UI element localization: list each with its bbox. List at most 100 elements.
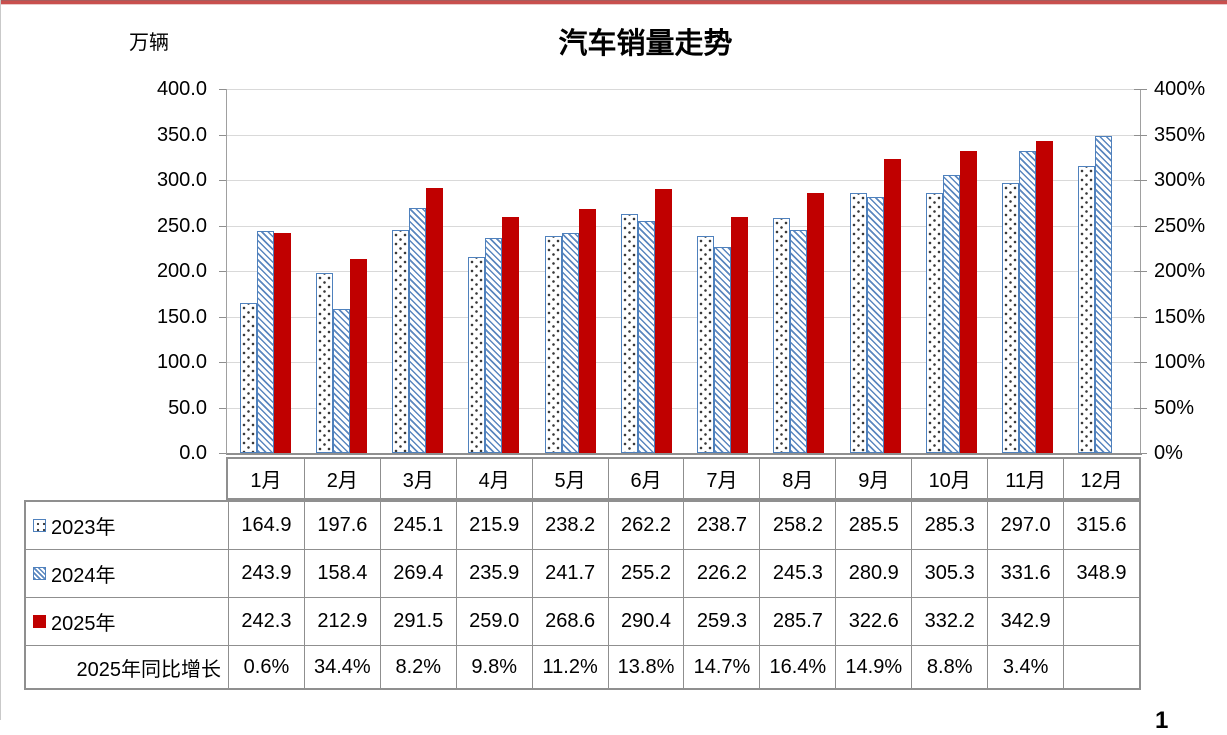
bar-2025年-11月 <box>1036 140 1054 453</box>
gridline <box>227 271 1140 272</box>
right-axis-tick <box>1134 453 1147 454</box>
gridline <box>227 317 1140 318</box>
right-axis-tick-label: 0% <box>1154 442 1183 464</box>
bar-2023年-5月 <box>544 236 562 453</box>
right-axis-tick <box>1134 226 1147 227</box>
table-value-cell: 269.4 <box>379 550 456 597</box>
right-axis-tick-label: 250% <box>1154 215 1206 237</box>
legend-key-solid-icon <box>33 615 46 628</box>
left-axis-tick <box>219 362 226 363</box>
series-name: 2024年 <box>51 565 116 587</box>
table-value-cell: 226.2 <box>683 550 759 597</box>
bar-2024年-10月 <box>942 175 960 453</box>
table-value-cell: 305.3 <box>911 550 987 597</box>
gridline <box>227 362 1140 363</box>
table-value-cell <box>1063 598 1139 645</box>
table-value-cell: 13.8% <box>607 646 684 688</box>
right-axis-tick <box>1134 408 1147 409</box>
bar-2024年-5月 <box>561 233 579 453</box>
gridline <box>227 226 1140 227</box>
bar-2024年-3月 <box>409 207 427 453</box>
bar-2023年-7月 <box>697 235 715 453</box>
bar-2023年-1月 <box>239 302 257 453</box>
bar-2023年-2月 <box>315 273 333 453</box>
table-value-cell: 285.5 <box>835 502 911 549</box>
table-value-cell: 322.6 <box>835 598 911 645</box>
left-axis-tick <box>219 271 226 272</box>
table-value-cell: 14.9% <box>835 646 911 688</box>
top-accent-line <box>1 0 1227 5</box>
table-value-cell: 14.7% <box>683 646 759 688</box>
right-axis-tick-label: 150% <box>1154 306 1206 328</box>
legend-key-hatched-icon <box>33 567 46 580</box>
left-axis-tick-label: 0.0 <box>179 442 207 464</box>
right-axis-tick-label: 300% <box>1154 169 1206 191</box>
bar-2025年-1月 <box>273 232 291 453</box>
series-name: 2025年 <box>51 613 116 635</box>
table-value-cell: 285.7 <box>759 598 835 645</box>
table-value-cell: 11.2% <box>531 646 608 688</box>
series-name: 2023年 <box>51 517 116 539</box>
table-value-cell: 331.6 <box>987 550 1063 597</box>
bar-2025年-10月 <box>959 150 977 453</box>
category-label: 6月 <box>607 459 684 498</box>
left-axis-tick <box>219 453 226 454</box>
left-axis-tick-label: 100.0 <box>156 351 207 373</box>
table-value-cell: 259.0 <box>455 598 532 645</box>
table-row: 2025年 242.3 212.9 291.5 259.0 268.6 290.4 259.3… <box>26 597 1139 645</box>
bar-2025年-4月 <box>502 217 520 453</box>
bar-2025年-6月 <box>654 188 672 453</box>
table-value-cell: 197.6 <box>303 502 380 549</box>
right-axis-tick <box>1134 271 1147 272</box>
bar-2023年-12月 <box>1078 165 1096 453</box>
left-axis-tick-label: 400.0 <box>156 78 207 100</box>
right-axis-tick <box>1134 362 1147 363</box>
table-row-header: 2023年 <box>26 502 228 549</box>
table-value-cell: 16.4% <box>759 646 835 688</box>
right-axis-tick-label: 50% <box>1154 397 1195 419</box>
table-value-cell: 245.1 <box>379 502 456 549</box>
table-value-cell: 212.9 <box>303 598 380 645</box>
table-value-cell: 245.3 <box>759 550 835 597</box>
bar-2024年-11月 <box>1019 151 1037 453</box>
table-value-cell: 8.8% <box>911 646 987 688</box>
bar-2025年-8月 <box>807 193 825 453</box>
bar-2023年-3月 <box>392 229 410 453</box>
gridline <box>227 135 1140 136</box>
table-row: 2023年 164.9 197.6 245.1 215.9 238.2 262.2 238.7… <box>26 502 1139 549</box>
table-value-cell: 259.3 <box>683 598 759 645</box>
chart-title: 汽车销量走势 <box>558 28 733 60</box>
category-label: 5月 <box>531 459 608 498</box>
bar-2023年-9月 <box>849 193 867 453</box>
bar-2024年-1月 <box>256 231 274 453</box>
gridline <box>227 89 1140 90</box>
bar-2024年-8月 <box>790 229 808 453</box>
table-value-cell: 8.2% <box>379 646 456 688</box>
table-value-cell: 297.0 <box>987 502 1063 549</box>
table-value-cell: 332.2 <box>911 598 987 645</box>
plot-area <box>219 89 1147 455</box>
bar-2025年-5月 <box>578 208 596 453</box>
left-axis-tick <box>219 135 226 136</box>
table-value-cell: 241.7 <box>531 550 608 597</box>
left-axis-tick <box>219 180 226 181</box>
category-label: 1月 <box>250 470 282 492</box>
table-value-cell: 268.6 <box>531 598 608 645</box>
left-axis-tick <box>219 226 226 227</box>
table-value-cell: 262.2 <box>607 502 684 549</box>
chart-data-table: 2023年 164.9 197.6 245.1 215.9 238.2 262.2 238.7… <box>24 500 1141 690</box>
table-value-cell: 9.8% <box>455 646 532 688</box>
bar-2024年-2月 <box>332 308 350 453</box>
table-value-cell: 34.4% <box>303 646 380 688</box>
gridline <box>227 180 1140 181</box>
bar-2023年-6月 <box>620 214 638 453</box>
table-value-cell: 342.9 <box>987 598 1063 645</box>
category-label: 10月 <box>911 459 987 498</box>
category-label: 11月 <box>987 459 1063 498</box>
table-value-cell: 291.5 <box>379 598 456 645</box>
table-row-header: 2024年 <box>26 550 228 597</box>
bar-2024年-4月 <box>485 238 503 453</box>
right-axis-tick-label: 100% <box>1154 351 1206 373</box>
category-label: 3月 <box>379 459 456 498</box>
